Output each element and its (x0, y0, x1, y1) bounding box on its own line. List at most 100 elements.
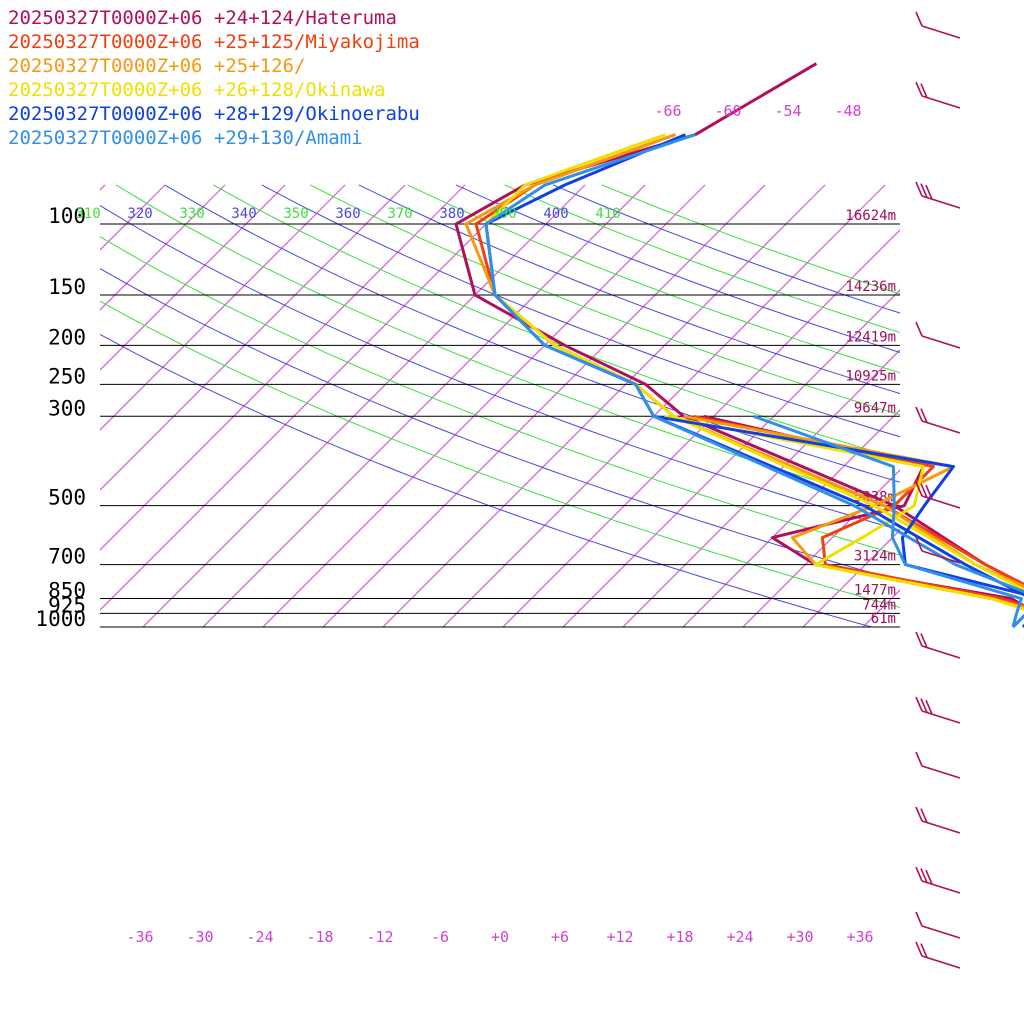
isotherm-line (100, 184, 406, 491)
theta-tick-label: 410 (595, 206, 620, 222)
dry-adiabat-line (310, 184, 900, 416)
temperature-tick-label: +36 (846, 928, 873, 946)
upper-temperature-label: -48 (834, 102, 861, 120)
wind-barb-staff (921, 820, 961, 834)
wind-barb-flag (925, 184, 933, 200)
temperature-tick-label: -36 (126, 928, 153, 946)
mixing-ratio-ticks: -66 -60 -54 -48 (654, 102, 861, 120)
wind-barb (915, 911, 961, 939)
wind-barb-flag (925, 699, 933, 715)
height-label: 12419m (845, 329, 896, 345)
temperature-tick-label: +0 (491, 928, 509, 946)
profile-dewpoint-line (663, 414, 1024, 628)
wind-barb-staff (921, 765, 961, 779)
profile-dewpoint-line (693, 414, 1024, 629)
wind-barb-flag (920, 868, 928, 883)
wind-barb (915, 81, 961, 109)
pressure-label: 700 (48, 545, 86, 569)
dry-adiabat-line (100, 236, 900, 556)
isotherm-line (742, 469, 900, 628)
temperature-tick-label: +12 (606, 928, 633, 946)
pressure-label: 850 (48, 579, 86, 603)
wind-barb-staff (921, 420, 961, 434)
wind-barb-flag (920, 183, 928, 198)
isotherm-line (923, 185, 1024, 627)
dry-adiabat-line (115, 184, 900, 507)
isotherm-line (983, 185, 1024, 627)
wind-barb-flag (915, 321, 923, 337)
wind-barb-staff (921, 335, 961, 349)
height-label: 9647m (854, 400, 896, 416)
wind-barb (915, 406, 961, 434)
wind-barb (915, 806, 961, 834)
pressure-label: 925 (48, 593, 86, 617)
pressure-label: 100 (48, 204, 86, 228)
isobars: 100 16624m 150 14236m 200 12419m 250 10925m 300 9… (35, 204, 900, 631)
wind-barbs (915, 11, 961, 969)
dry-adiabat-line (261, 184, 900, 438)
profile-temperature-line (484, 133, 1024, 629)
isotherm-line (202, 184, 646, 628)
pressure-label: 150 (48, 275, 86, 299)
isotherm-line (100, 184, 346, 431)
theta-tick-label: 400 (543, 206, 568, 222)
theta-tick-label: 310 (75, 206, 100, 222)
isotherm-line (100, 184, 286, 371)
temperature-tick-label: +24 (726, 928, 753, 946)
dry-adiabat-line (100, 267, 900, 582)
wind-barb (915, 696, 961, 724)
wind-barb (915, 536, 961, 564)
wind-barb (915, 866, 961, 894)
theta-tick-label: 330 (179, 206, 204, 222)
dry-adiabat-line (100, 333, 872, 628)
wind-barb-flag (915, 181, 923, 197)
dry-adiabat-line (212, 184, 900, 460)
legend-entry: 20250327T0000Z+06 +28+129/Okinoerabu (8, 103, 420, 125)
wind-barb-staff (921, 710, 961, 724)
wind-barb (915, 751, 961, 779)
height-label: 61m (871, 611, 896, 627)
profile-dewpoint-line (703, 414, 1024, 608)
temperature-ticks: -36 -30 -24 -18 -12 -6 +0 +6 +12 +18 +24 +30 +36 (126, 928, 873, 946)
isotherm-line (0, 185, 45, 627)
legend-entry: 20250327T0000Z+06 +24+124/Hateruma (8, 7, 397, 29)
temperature-tick-label: +30 (786, 928, 813, 946)
dry-adiabat-line (100, 300, 900, 609)
legend-entry: 20250327T0000Z+06 +25+125/Miyakojima (8, 31, 420, 53)
height-label: 16624m (845, 208, 896, 224)
temperature-tick-label: +6 (551, 928, 569, 946)
pressure-label: 300 (48, 396, 86, 420)
dry-adiabat-line (407, 184, 900, 374)
wind-barb-staff (921, 955, 961, 969)
wind-barb-staff (921, 550, 961, 564)
wind-barb-flag (915, 911, 923, 927)
wind-barb-flag (920, 698, 928, 713)
wind-barb (915, 321, 961, 349)
profile-temperature-line (484, 133, 1024, 592)
theta-tick-label: 320 (127, 206, 152, 222)
legend: 20250327T0000Z+06 +24+124/Hateruma202503… (8, 7, 420, 149)
height-label: 3124m (854, 549, 896, 565)
isotherm-line (100, 184, 226, 311)
profiles (454, 62, 1024, 629)
isotherm-line (682, 409, 900, 628)
isotherm-line (562, 289, 900, 628)
wind-barb-flag (915, 941, 923, 957)
wind-barb-flag (915, 481, 923, 497)
theta-tick-label: 380 (439, 206, 464, 222)
isotherm-line (502, 229, 900, 628)
pressure-label: 1000 (35, 607, 86, 631)
wind-barb (915, 941, 961, 969)
wind-barb-flag (920, 943, 928, 958)
wind-barb-flag (920, 633, 928, 648)
wind-barb-flag (925, 869, 933, 885)
theta-tick-label: 370 (387, 206, 412, 222)
wind-barb-staff (921, 25, 961, 39)
isotherm-line (442, 184, 886, 628)
pressure-label: 200 (48, 325, 86, 349)
isotherm-line (382, 184, 826, 628)
dry-adiabat-line (164, 184, 900, 483)
upper-temperature-label: -66 (654, 102, 681, 120)
wind-barb-flag (920, 483, 928, 498)
